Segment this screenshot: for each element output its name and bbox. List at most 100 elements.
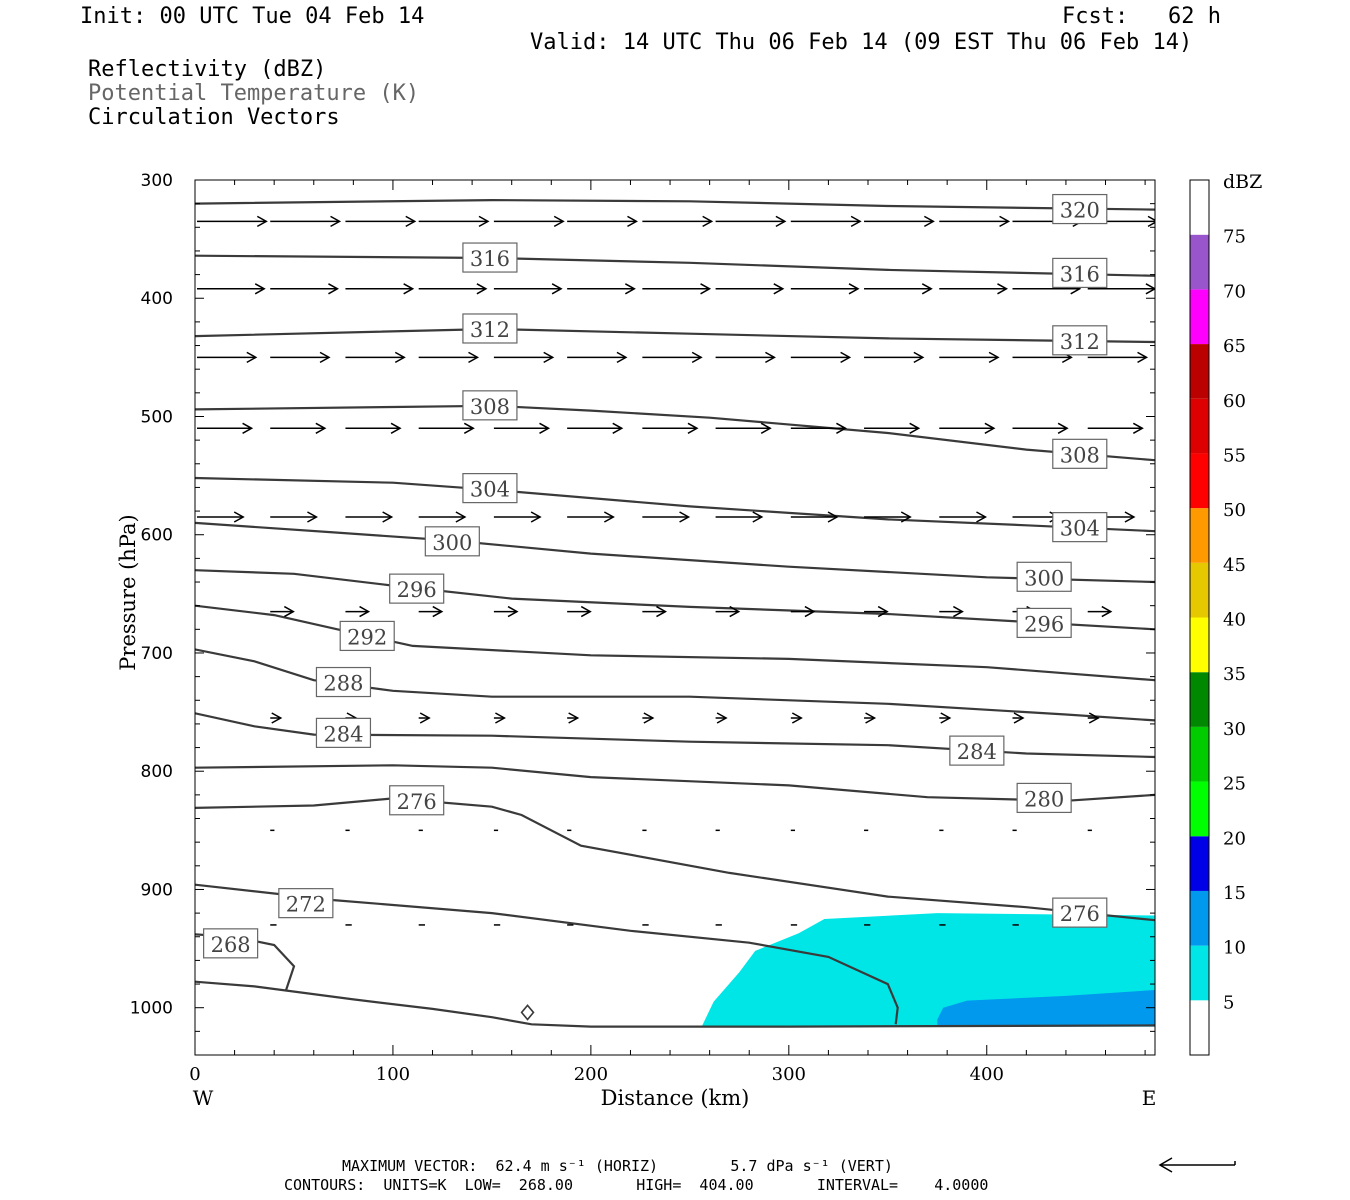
colorbar-unit: dBZ (1223, 171, 1262, 193)
vector-arrowhead (1132, 422, 1144, 434)
closed-contour-marker (520, 1004, 535, 1021)
contour-label-312: 312 (470, 318, 510, 342)
contour-label-box (1016, 607, 1072, 639)
colorbar-segment (1190, 617, 1209, 673)
field-circulation-vectors: Circulation Vectors (88, 105, 340, 130)
y-tick-label-300: 300 (141, 171, 173, 191)
contour-label-box (1052, 512, 1108, 543)
west-label: W (193, 1086, 214, 1110)
theta-contour-316 (195, 254, 1155, 277)
vector-arrowhead (760, 422, 772, 434)
reflectivity-area-10dbz (937, 990, 1155, 1027)
y-tick-label-500: 500 (141, 407, 173, 427)
vector-arrowhead (827, 511, 839, 523)
x-tick-label-100: 100 (376, 1064, 410, 1085)
vector-arrowhead (997, 283, 1009, 295)
vector-arrowhead (923, 215, 935, 228)
vector-arrowhead (953, 605, 964, 618)
theta-contour-288 (195, 648, 1155, 722)
contour-label-box (1052, 193, 1108, 225)
vector-arrowhead (984, 422, 996, 434)
colorbar-label-70: 70 (1223, 281, 1246, 302)
vector-arrowhead (478, 215, 490, 228)
init-time: Init: 00 UTC Tue 04 Feb 14 (80, 4, 425, 29)
y-axis-label: Pressure (hPa) (116, 514, 140, 670)
vector-arrowhead (687, 422, 699, 434)
vector-arrowhead (921, 283, 933, 295)
vector-arrowhead (382, 511, 394, 523)
contour-label-316: 316 (1060, 262, 1100, 286)
vector-arrowhead (242, 422, 254, 434)
contour-label-box (389, 785, 445, 816)
colorbar-label-30: 30 (1223, 719, 1246, 740)
theta-contour-276 (195, 797, 1155, 922)
vector-arrowhead (468, 351, 480, 364)
contour-label-308: 308 (470, 395, 510, 419)
east-label: E (1142, 1086, 1157, 1110)
vector-arrowhead (913, 351, 925, 364)
field-reflectivity: Reflectivity (dBZ) (88, 57, 327, 82)
vector-arrowhead (848, 283, 860, 295)
vector-arrowhead (330, 215, 342, 228)
x-tick-label-400: 400 (970, 1064, 1004, 1085)
contour-label-box (315, 666, 372, 698)
x-tick-label-0: 0 (189, 1064, 200, 1085)
vector-arrowhead (463, 422, 475, 434)
contour-label-box (315, 717, 372, 748)
contour-info-caption: CONTOURS: UNITS=K LOW= 268.00 HIGH= 404.… (284, 1176, 989, 1194)
contour-label-box (1016, 782, 1072, 814)
contour-label-320: 320 (1060, 199, 1100, 223)
theta-contour-320 (195, 198, 1155, 211)
vector-arrowhead (246, 351, 258, 364)
x-tick-label-300: 300 (772, 1064, 806, 1085)
contour-label-box (462, 390, 518, 421)
contour-label-box (462, 473, 518, 504)
contour-label-304: 304 (1060, 517, 1100, 541)
valid-time: Valid: 14 UTC Thu 06 Feb 14 (09 EST Thu … (530, 30, 1193, 55)
colorbar-segment (1190, 398, 1209, 454)
contour-label-280: 280 (1024, 787, 1064, 811)
colorbar-label-50: 50 (1223, 500, 1246, 521)
vector-arrowhead (254, 283, 266, 295)
vector-arrowhead (455, 511, 467, 523)
colorbar-segment (1190, 180, 1209, 235)
vector-arrowhead (603, 511, 615, 523)
vector-arrowhead (1147, 215, 1155, 228)
vector-arrowhead (419, 712, 431, 724)
colorbar-segment (1190, 508, 1209, 563)
colorbar-segment (1190, 562, 1209, 618)
contour-label-312: 312 (1060, 330, 1100, 354)
theta-contour-308 (195, 404, 1155, 462)
y-tick-label-1000: 1000 (130, 999, 173, 1019)
contour-label-box (1052, 325, 1108, 356)
contour-label-300: 300 (432, 531, 472, 555)
theta-contour-292 (195, 604, 1155, 682)
vector-arrowhead (580, 605, 592, 618)
vector-arrowhead (865, 712, 877, 724)
theta-contour-312 (195, 327, 1155, 344)
colorbar-frame (1189, 179, 1210, 1056)
vector-arrowhead (495, 712, 506, 724)
vector-arrowhead (315, 422, 327, 434)
vector-arrowhead (233, 511, 245, 523)
contour-label-316: 316 (470, 247, 510, 271)
max-vector-caption: MAXIMUM VECTOR: 62.4 m s⁻¹ (HORIZ) 5.7 d… (342, 1157, 893, 1175)
vector-arrowhead (702, 215, 714, 228)
x-axis-label: Distance (km) (601, 1086, 750, 1110)
theta-contour-296 (195, 569, 1155, 631)
vector-arrowhead (405, 215, 417, 228)
vector-arrowhead (307, 511, 318, 523)
y-tick-label-700: 700 (141, 644, 173, 664)
theta-contour-272 (195, 883, 899, 1025)
vector-arrowhead (530, 511, 542, 523)
colorbar-label-75: 75 (1223, 227, 1246, 248)
theta-contour-300 (195, 521, 1155, 584)
vector-arrowhead (568, 712, 580, 724)
contour-label-box (1052, 257, 1108, 289)
contour-label-box (203, 928, 259, 959)
vector-arrowhead (1088, 712, 1100, 724)
y-tick-label-800: 800 (141, 762, 173, 782)
colorbar-segment (1190, 672, 1209, 727)
theta-contour-304 (195, 476, 1155, 533)
